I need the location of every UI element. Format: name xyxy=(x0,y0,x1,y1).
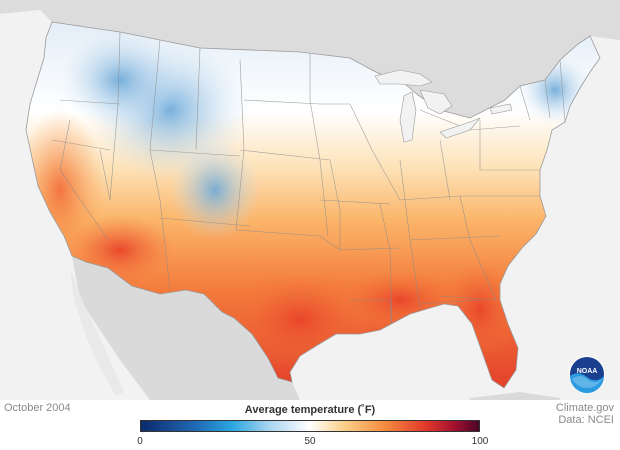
legend-title: Average temperature (˚F) xyxy=(244,404,376,416)
date-label: October 2004 xyxy=(4,402,71,414)
canada-landmass xyxy=(0,0,620,118)
noaa-logo-text: NOAA xyxy=(577,368,598,375)
cuba-landmass xyxy=(470,392,560,400)
state-boundaries xyxy=(51,31,566,331)
great-lakes xyxy=(374,69,513,143)
legend-tick-50: 50 xyxy=(304,436,316,447)
credit-data: Data: NCEI xyxy=(558,414,614,426)
mexico-landmass xyxy=(70,256,300,400)
legend-tick-100: 100 xyxy=(471,436,489,447)
credit-source: Climate.gov xyxy=(555,402,614,414)
legend-color-bar xyxy=(140,420,480,432)
credit: Climate.gov Data: NCEI xyxy=(556,402,614,426)
noaa-logo-icon: NOAA xyxy=(569,356,605,393)
legend-tick-0: 0 xyxy=(137,436,143,447)
temperature-map xyxy=(0,0,620,400)
